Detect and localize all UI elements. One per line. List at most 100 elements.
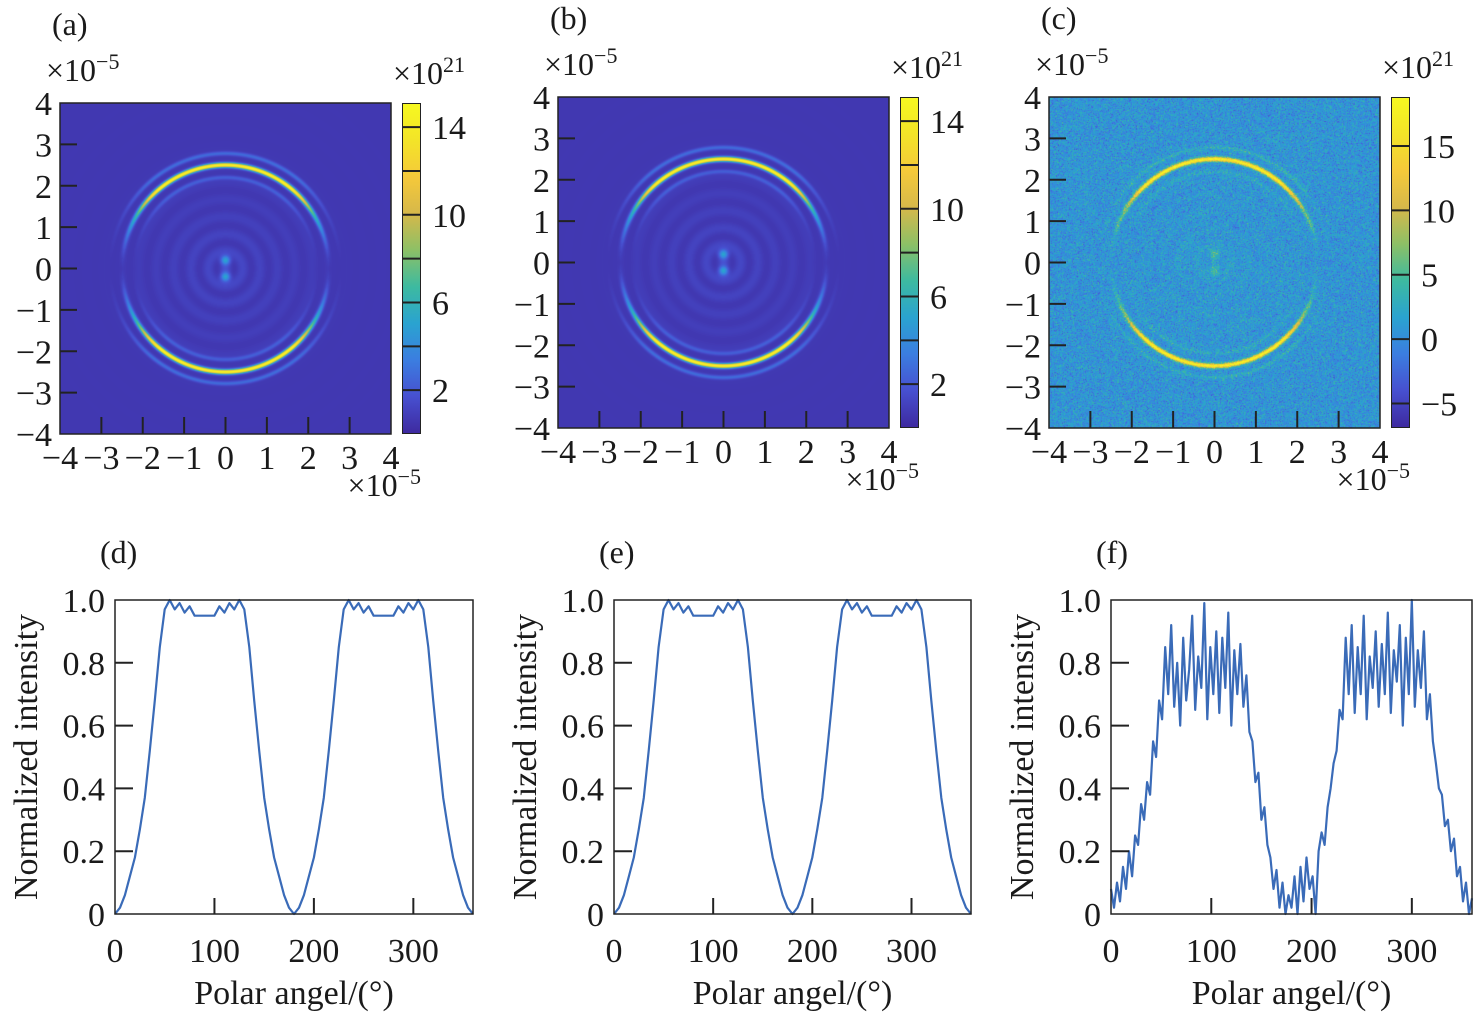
y-tick-label: −1 bbox=[1005, 287, 1041, 324]
multiplier-base: ×10 bbox=[846, 461, 896, 497]
y-tick-label: 0 bbox=[35, 252, 52, 289]
x-tick-label: 1 bbox=[1247, 434, 1264, 471]
y-tick-label: 0.4 bbox=[63, 771, 106, 808]
y-tick-label: 3 bbox=[533, 121, 550, 158]
x-tick-label: 100 bbox=[688, 933, 739, 970]
x-tick-label: 300 bbox=[886, 933, 937, 970]
multiplier-base: ×10 bbox=[348, 467, 398, 503]
y-tick-label: 4 bbox=[35, 86, 52, 123]
figure: (a) −4 −3 −2 −1 0 1 2 3 4 −4 −3 −2 −1 0 1 2 3 4 ×10−5 ×10−5 1… bbox=[0, 0, 1476, 1017]
y-tick-label: 0.8 bbox=[1059, 646, 1102, 683]
y-tick-label: −1 bbox=[16, 293, 52, 330]
figure-svg: (a)−4 −3 −2 −1 0 1 2 3 4−4−3−2−101234×10−5×10−51… bbox=[0, 0, 1476, 1017]
x-tick-label: −2 bbox=[1114, 434, 1150, 471]
y-tick-label: 2 bbox=[35, 169, 52, 206]
x-tick-label: 100 bbox=[189, 933, 240, 970]
colorbar-tick-label: 10 bbox=[1421, 193, 1455, 230]
y-tick-label: 0.6 bbox=[63, 709, 106, 746]
y-tick-label: 0.4 bbox=[1059, 771, 1102, 808]
y-tick-label: −3 bbox=[16, 376, 52, 413]
x-tick-label: 2 bbox=[1289, 434, 1306, 471]
y-tick-label: 0.8 bbox=[63, 646, 106, 683]
y-tick-label: 0 bbox=[1084, 897, 1101, 934]
y-tick-label: −4 bbox=[16, 417, 52, 454]
y-tick-label: −3 bbox=[514, 370, 550, 407]
panel-label: (c) bbox=[1041, 0, 1077, 36]
y-tick-label: −4 bbox=[1005, 411, 1041, 448]
multiplier-exponent: 21 bbox=[941, 46, 963, 71]
line-panel-e bbox=[614, 600, 971, 914]
colorbar-tick-label: 2 bbox=[930, 367, 947, 404]
y-tick-label: 2 bbox=[1024, 163, 1041, 200]
y-tick-label: 0 bbox=[587, 897, 604, 934]
colorbar-tick-label: −5 bbox=[1421, 387, 1457, 424]
y-tick-label: 0.2 bbox=[1059, 834, 1102, 871]
y-axis-label: Normalized intensity bbox=[1004, 614, 1041, 900]
multiplier-exponent: −5 bbox=[594, 43, 617, 68]
x-tick-label: 0 bbox=[1103, 933, 1120, 970]
y-tick-label: 0.4 bbox=[562, 771, 605, 808]
x-tick-label: 0 bbox=[107, 933, 124, 970]
colorbar-tick-label: 14 bbox=[432, 110, 466, 147]
x-tick-label: 200 bbox=[1286, 933, 1337, 970]
x-axis-multiplier: ×10−5 bbox=[846, 458, 919, 497]
y-tick-label: 4 bbox=[1024, 80, 1041, 117]
colorbar-multiplier: ×1021 bbox=[891, 46, 963, 85]
x-tick-label: −1 bbox=[1155, 434, 1191, 471]
x-tick-label: −2 bbox=[125, 440, 161, 477]
heatmap-panel-b bbox=[558, 97, 919, 428]
colorbar-tick-label: 10 bbox=[930, 192, 964, 229]
x-axis-label: Polar angel/(°) bbox=[1192, 975, 1392, 1012]
x-tick-label: 2 bbox=[798, 434, 815, 471]
y-tick-label: −3 bbox=[1005, 370, 1041, 407]
y-tick-label: 0.6 bbox=[562, 709, 605, 746]
x-tick-label: 2 bbox=[300, 440, 317, 477]
y-axis-label: Normalized intensity bbox=[8, 614, 45, 900]
y-tick-label: 1.0 bbox=[63, 583, 106, 620]
y-tick-label: −1 bbox=[514, 287, 550, 324]
colorbar-multiplier: ×1021 bbox=[393, 52, 465, 91]
x-axis-label: Polar angel/(°) bbox=[194, 975, 394, 1012]
plot-frame bbox=[614, 600, 971, 914]
y-tick-label: 1 bbox=[1024, 204, 1041, 241]
multiplier-exponent: 21 bbox=[1432, 46, 1454, 71]
x-tick-label: 300 bbox=[388, 933, 439, 970]
x-tick-label: 0 bbox=[606, 933, 623, 970]
colorbar-tick-label: 6 bbox=[432, 285, 449, 322]
y-tick-label: 0 bbox=[1024, 246, 1041, 283]
colorbar-multiplier: ×1021 bbox=[1382, 46, 1454, 85]
y-tick-label: 3 bbox=[1024, 121, 1041, 158]
panel-label: (a) bbox=[52, 6, 88, 42]
panel-label: (d) bbox=[100, 534, 137, 570]
multiplier-exponent: 21 bbox=[443, 52, 465, 77]
multiplier-base: ×10 bbox=[544, 46, 594, 82]
x-tick-label: 100 bbox=[1186, 933, 1237, 970]
colorbar-tick-label: 10 bbox=[432, 198, 466, 235]
image-frame bbox=[60, 103, 391, 434]
y-tick-label: 3 bbox=[35, 127, 52, 164]
y-tick-label: 1 bbox=[35, 210, 52, 247]
colorbar-tick-label: 2 bbox=[432, 373, 449, 410]
line-panel-d bbox=[115, 600, 473, 914]
multiplier-base: ×10 bbox=[1337, 461, 1387, 497]
intensity-line bbox=[1111, 600, 1472, 914]
colorbar-tick-label: 15 bbox=[1421, 129, 1455, 166]
y-tick-label: 0.8 bbox=[562, 646, 605, 683]
y-tick-label: −2 bbox=[514, 328, 550, 365]
x-tick-label: −3 bbox=[581, 434, 617, 471]
image-frame bbox=[1049, 97, 1380, 428]
multiplier-base: ×10 bbox=[46, 52, 96, 88]
multiplier-exponent: −5 bbox=[1085, 43, 1108, 68]
x-tick-label: 0 bbox=[715, 434, 732, 471]
y-tick-label: −2 bbox=[1005, 328, 1041, 365]
y-axis-multiplier: ×10−5 bbox=[46, 49, 119, 88]
x-tick-label: 0 bbox=[217, 440, 234, 477]
y-tick-label: −2 bbox=[16, 334, 52, 371]
y-tick-label: 1.0 bbox=[562, 583, 605, 620]
multiplier-base: ×10 bbox=[891, 49, 941, 85]
intensity-line bbox=[115, 600, 473, 914]
y-tick-label: 0.6 bbox=[1059, 709, 1102, 746]
colorbar-tick-label: 6 bbox=[930, 279, 947, 316]
y-tick-label: 0 bbox=[533, 246, 550, 283]
colorbar-tick-label: 14 bbox=[930, 104, 964, 141]
